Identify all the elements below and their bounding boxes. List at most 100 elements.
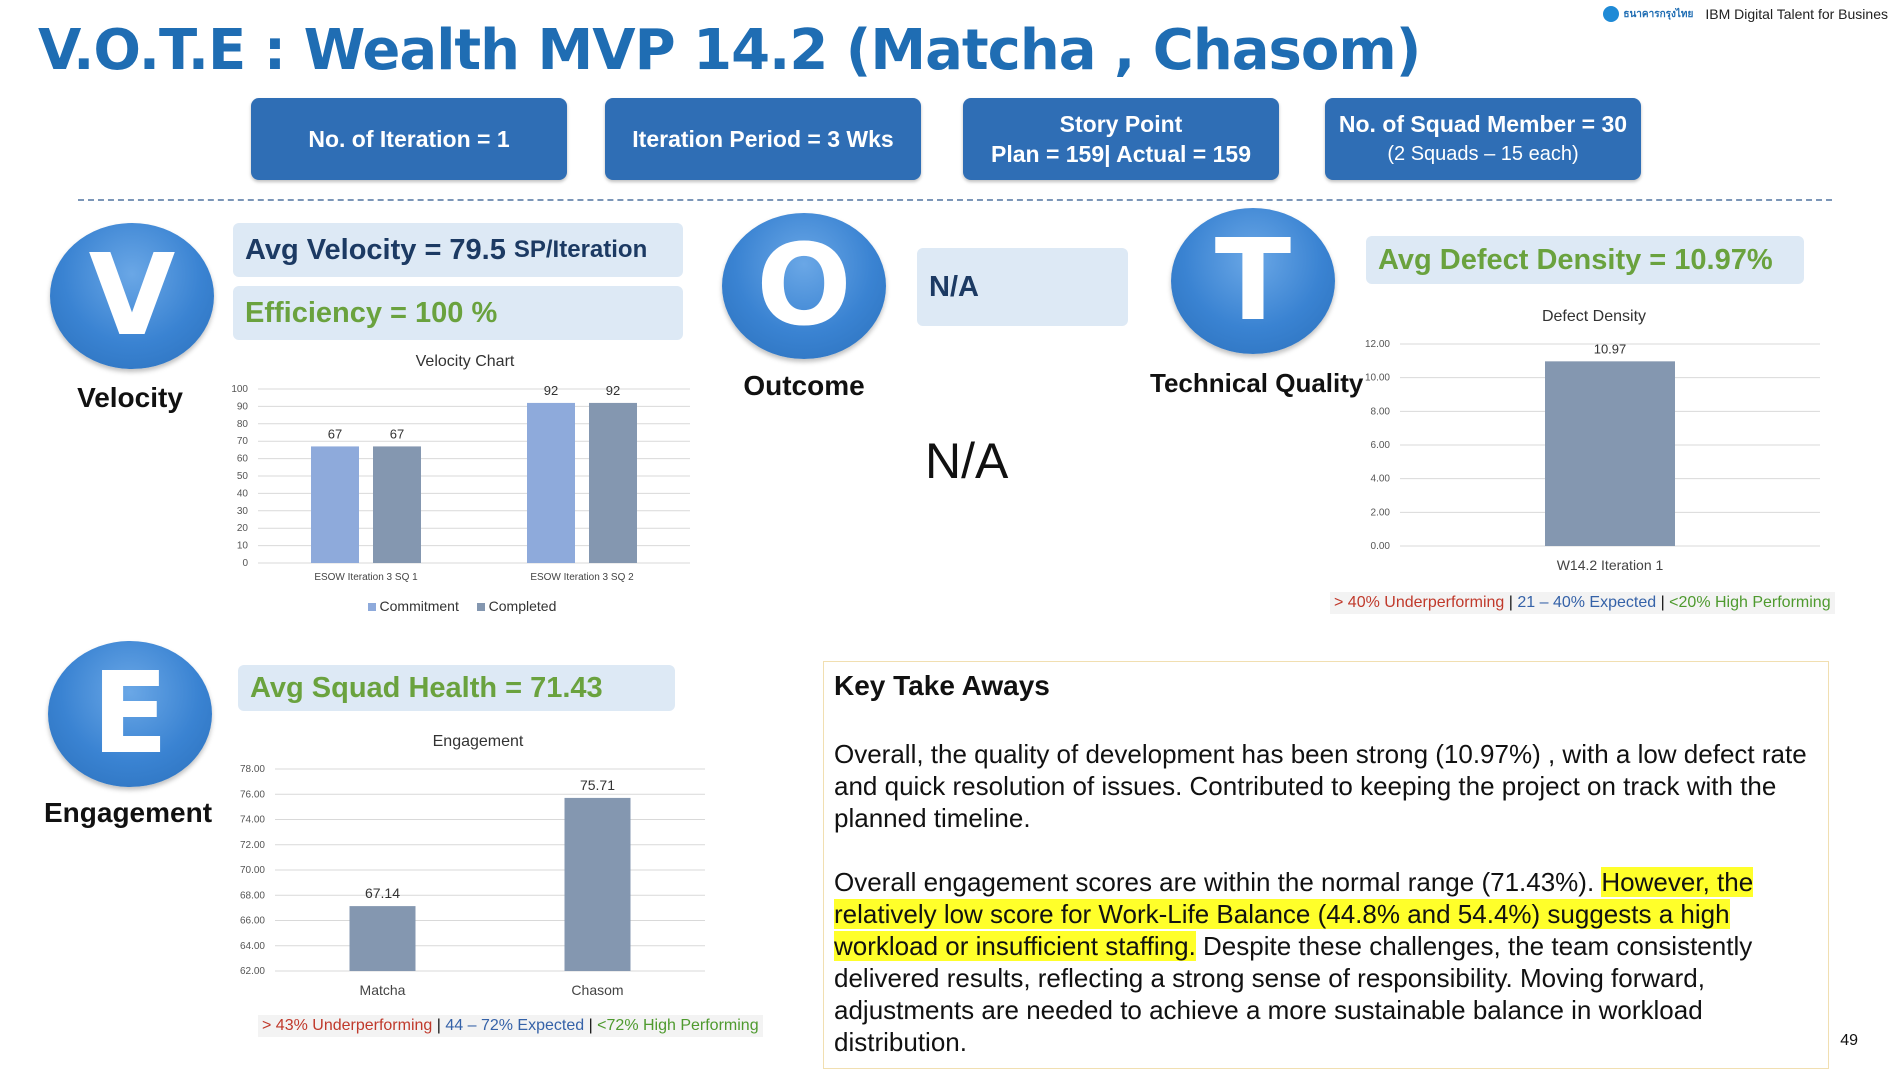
engagement-label: Engagement — [43, 797, 213, 828]
y-tick-label: 20 — [237, 523, 249, 534]
avg-velocity-unit: SP/Iteration — [513, 236, 648, 263]
y-tick-label: 70 — [237, 436, 249, 447]
defect-legend: > 40% Underperforming | 21 – 40% Expecte… — [1330, 592, 1835, 614]
engagement-legend-sep2: | — [584, 1017, 598, 1034]
data-label: 92 — [606, 383, 620, 398]
quality-label: Technical Quality — [1150, 368, 1364, 398]
avg-defect-pill: Avg Defect Density = 10.97% — [1366, 236, 1804, 284]
x-tick-label: Matcha — [360, 982, 406, 998]
engagement-letter-icon: E — [48, 641, 212, 787]
y-tick-label: 80 — [237, 419, 249, 430]
key-takeaways-box: Key Take Aways Overall, the quality of d… — [823, 661, 1829, 1069]
data-label: 67 — [328, 426, 342, 441]
defect-chart: 0.00 2.00 4.00 6.00 8.00 10.00 12.00 10.97 W14.2… — [1365, 339, 1820, 573]
data-label: 10.97 — [1594, 341, 1627, 356]
y-tick-label: 78.00 — [240, 764, 265, 775]
bank-logo-text: ธนาคารกรุงไทย — [1623, 8, 1694, 20]
engagement-legend-under: > 43% Underperforming — [262, 1017, 433, 1034]
y-tick-label: 0.00 — [1371, 541, 1391, 552]
bar — [349, 906, 416, 971]
y-tick-label: 4.00 — [1371, 474, 1391, 485]
bar — [311, 446, 359, 563]
bar — [564, 797, 631, 971]
bar — [373, 446, 421, 563]
defect-legend-sep1: | — [1504, 594, 1518, 611]
y-tick-label: 74.00 — [240, 815, 265, 826]
y-tick-label: 68.00 — [240, 890, 265, 901]
y-tick-label: 60 — [237, 454, 249, 465]
velocity-chart-title: Velocity Chart — [415, 353, 515, 370]
outcome-letter-icon: O — [722, 213, 886, 359]
avg-squad-health-pill: Avg Squad Health = 71.43 — [238, 665, 675, 711]
y-tick-label: 12.00 — [1365, 339, 1390, 350]
defect-chart-title: Defect Density — [1541, 308, 1647, 325]
legend-commitment: Commitment — [379, 598, 459, 614]
y-tick-label: 30 — [237, 506, 249, 517]
bank-logo: ธนาคารกรุงไทย — [1603, 6, 1693, 22]
bar — [589, 402, 637, 563]
legend-completed-swatch — [476, 603, 485, 611]
engagement-legend-high: <72% High Performing — [597, 1017, 759, 1034]
y-tick-label: 10 — [237, 541, 249, 552]
engagement-chart: 62.00 64.00 66.00 68.00 70.00 72.00 74.00 76.00… — [240, 764, 705, 998]
section-divider — [78, 199, 1832, 201]
y-tick-label: 66.00 — [240, 916, 265, 927]
stat-story-point-detail: Plan = 159| Actual = 159 — [990, 141, 1251, 167]
brand-bar: ธนาคารกรุงไทย IBM Digital Talent for Bus… — [1603, 6, 1888, 22]
y-tick-label: 100 — [231, 384, 248, 395]
velocity-chart: 0 10 20 30 40 50 60 70 80 90 100 67 67 ESOW Iteration… — [231, 383, 690, 583]
key-takeaways-heading: Key Take Aways — [834, 670, 1050, 701]
y-tick-label: 8.00 — [1371, 406, 1391, 417]
avg-velocity-pill: Avg Velocity = 79.5 SP/Iteration — [233, 223, 683, 277]
y-tick-label: 40 — [237, 488, 249, 499]
takeaway-engagement: Overall engagement scores are within the… — [834, 866, 1818, 1058]
velocity-legend: Commitment Completed — [222, 598, 702, 614]
y-tick-label: 64.00 — [240, 941, 265, 952]
stat-iterations-label: No. of Iteration = 1 — [308, 126, 510, 152]
stat-squad-members-detail: (2 Squads – 15 each) — [1387, 143, 1579, 165]
x-tick-label: Chasom — [571, 982, 623, 998]
engagement-legend-expected: 44 – 72% Expected — [445, 1017, 585, 1034]
avg-velocity-value: Avg Velocity = 79.5 — [245, 233, 506, 266]
engagement-chart-title: Engagement — [432, 733, 524, 750]
y-tick-label: 10.00 — [1365, 373, 1390, 384]
velocity-label: Velocity — [77, 382, 183, 413]
y-tick-label: 6.00 — [1371, 440, 1391, 451]
y-tick-label: 2.00 — [1371, 507, 1391, 518]
takeaway-engagement-intro: Overall engagement scores are within the… — [834, 867, 1602, 897]
data-label: 67 — [390, 426, 404, 441]
y-tick-label: 0 — [242, 558, 248, 569]
defect-legend-sep2: | — [1656, 594, 1670, 611]
x-tick-label: ESOW Iteration 3 SQ 1 — [314, 572, 418, 583]
stat-squad-members: No. of Squad Member = 30 (2 Squads – 15 … — [1325, 98, 1641, 180]
takeaway-engagement-rest: Despite these challenges, the team consi… — [834, 931, 1753, 1057]
stat-squad-members-label: No. of Squad Member = 30 — [1338, 111, 1628, 137]
data-label: 67.14 — [365, 885, 400, 901]
y-tick-label: 90 — [237, 401, 249, 412]
outcome-na: N/A — [925, 433, 1009, 489]
page-title: V.O.T.E : Wealth MVP 14.2 (Matcha , Chas… — [38, 18, 1421, 83]
y-tick-label: 62.00 — [240, 966, 265, 977]
efficiency-pill: Efficiency = 100 % — [233, 286, 683, 340]
stat-iterations: No. of Iteration = 1 — [251, 98, 567, 180]
x-tick-label: ESOW Iteration 3 SQ 2 — [530, 572, 634, 583]
takeaway-quality: Overall, the quality of development has … — [834, 739, 1807, 833]
y-tick-label: 70.00 — [240, 865, 265, 876]
stat-story-point-label: Story Point — [1059, 111, 1183, 137]
bar — [527, 402, 575, 563]
page-number: 49 — [1840, 1032, 1858, 1049]
y-tick-label: 72.00 — [240, 840, 265, 851]
outcome-pill: N/A — [917, 248, 1128, 326]
data-label: 92 — [544, 383, 558, 398]
defect-legend-high: <20% High Performing — [1669, 594, 1831, 611]
engagement-legend-sep1: | — [432, 1017, 446, 1034]
defect-legend-under: > 40% Underperforming — [1334, 594, 1505, 611]
data-label: 75.71 — [580, 777, 615, 793]
x-tick-label: W14.2 Iteration 1 — [1557, 557, 1664, 573]
legend-commitment-swatch — [367, 603, 376, 611]
velocity-letter-icon: V — [50, 223, 214, 369]
stat-iteration-period-label: Iteration Period = 3 Wks — [632, 126, 894, 152]
legend-completed: Completed — [488, 598, 557, 614]
brand-text: IBM Digital Talent for Busines — [1705, 6, 1888, 22]
outcome-label: Outcome — [743, 370, 865, 401]
